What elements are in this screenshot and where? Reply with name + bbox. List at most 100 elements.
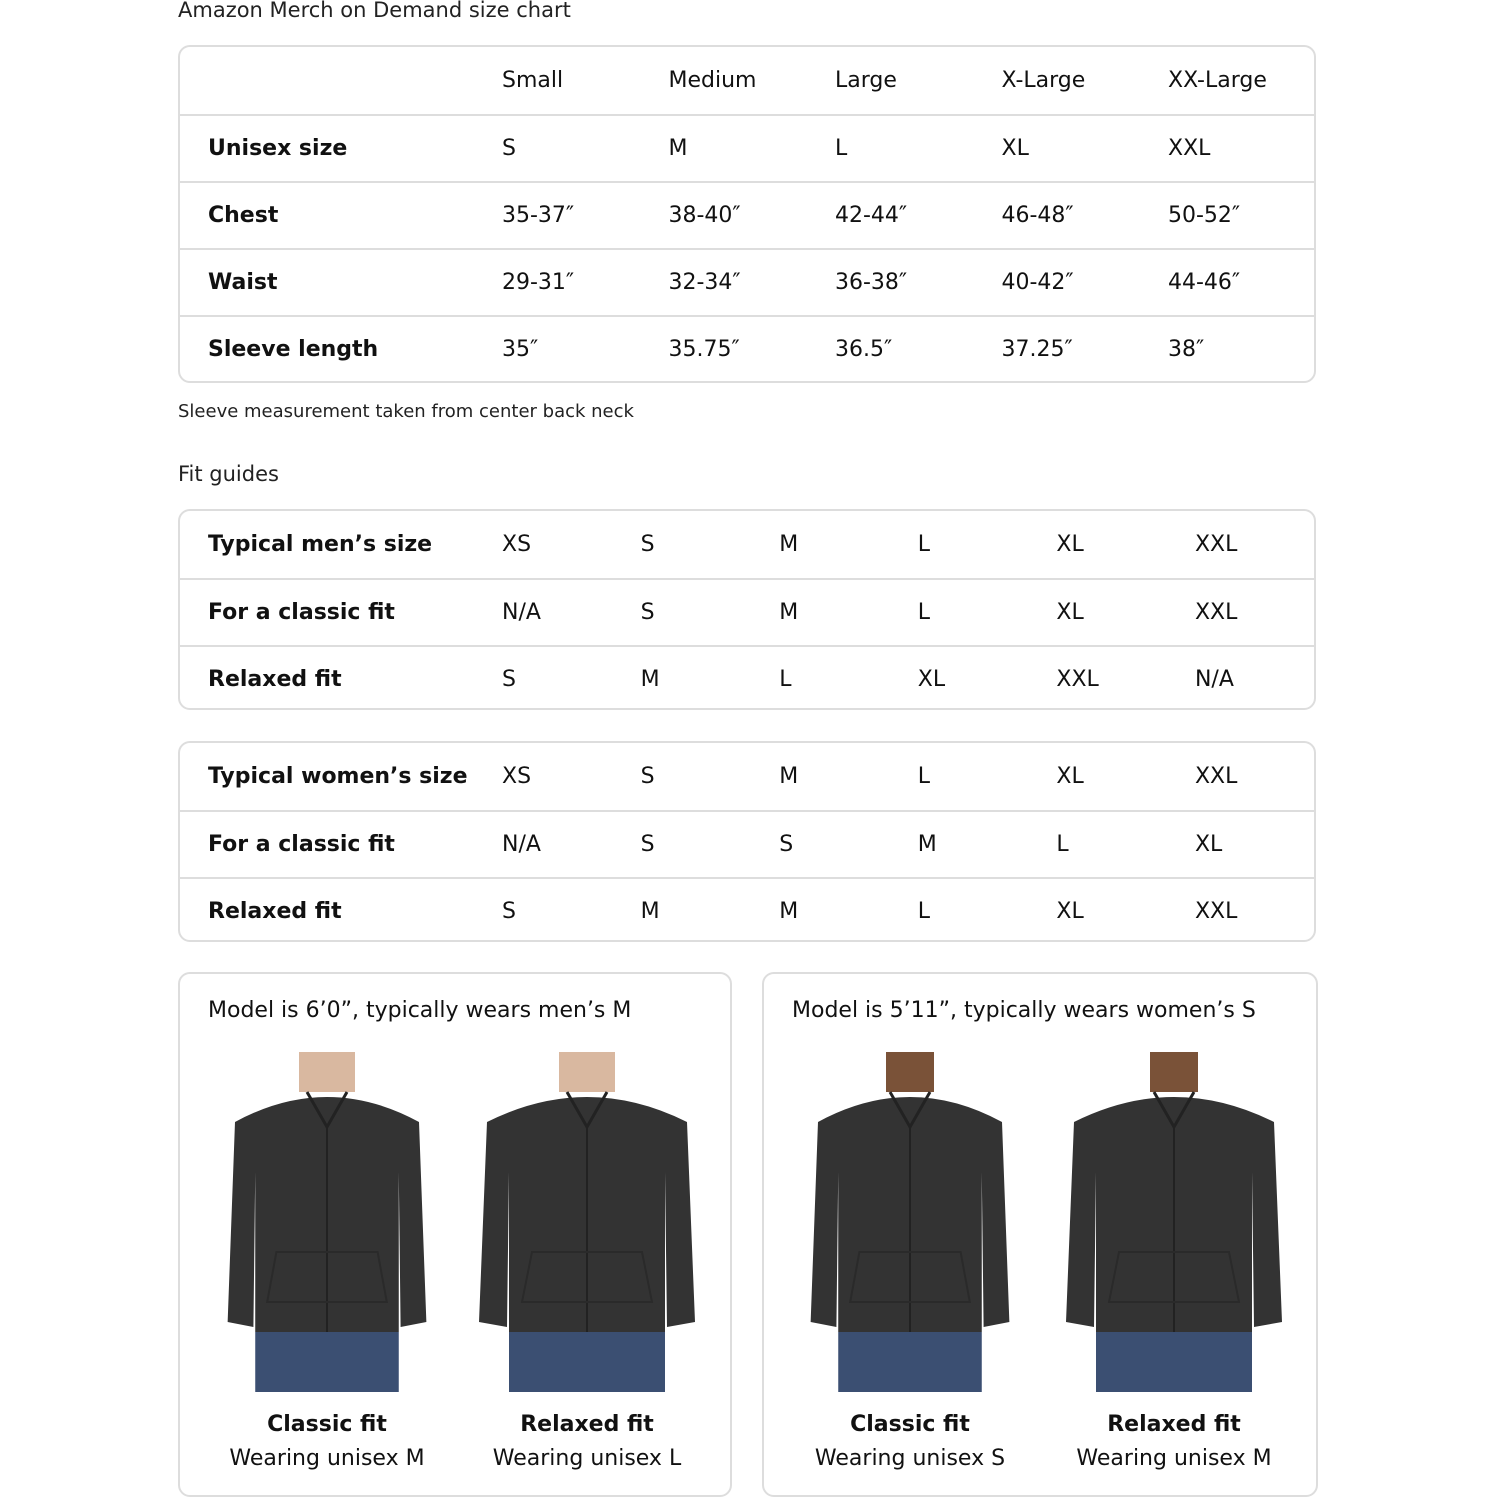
column-header: Medium [668, 68, 757, 93]
table-cell: XXL [1194, 600, 1238, 625]
column-header: X-Large [1001, 68, 1086, 93]
row-label: Typical women’s size [208, 764, 468, 789]
table-cell: XXL [1056, 667, 1099, 692]
table-cell: 38″ [1168, 337, 1205, 362]
table-row: Typical men’s size XS S M L XL XXL [180, 511, 1314, 578]
wearing-label: Wearing unisex M [1076, 1446, 1272, 1471]
photo-caption: Relaxed fit Wearing unisex L [447, 1412, 727, 1471]
table-cell: M [779, 899, 799, 924]
size-chart-title: Amazon Merch on Demand size chart [178, 0, 571, 22]
table-cell: M [779, 764, 799, 789]
table-row: Chest 35-37″ 38-40″ 42-44″ 46-48″ 50-52″ [180, 181, 1314, 248]
table-cell: 46-48″ [1001, 203, 1074, 228]
table-cell: XL [1056, 600, 1084, 625]
wearing-label: Wearing unisex S [814, 1446, 1006, 1471]
table-cell: XXL [1194, 532, 1238, 557]
table-cell: M [779, 600, 799, 625]
fit-label: Classic fit [850, 1412, 970, 1437]
mens-fit-table: Typical men’s size XS S M L XL XXL For a classi… [178, 509, 1316, 710]
table-cell: N/A [502, 832, 541, 857]
column-header: Small [502, 68, 564, 93]
row-label: Sleeve length [208, 337, 379, 362]
table-cell: L [917, 764, 931, 789]
size-chart-table: Small Medium Large X-Large XX-Large Unisex si… [178, 45, 1316, 383]
table-cell: L [779, 667, 792, 692]
table-cell: 42-44″ [835, 203, 908, 228]
table-cell: L [917, 532, 931, 557]
model-description: Model is 5’11”, typically wears women’s … [792, 998, 1256, 1023]
wearing-label: Wearing unisex M [229, 1446, 425, 1471]
table-cell: XL [1056, 899, 1084, 924]
photo-caption: Classic fit Wearing unisex S [770, 1412, 1050, 1471]
table-cell: L [917, 899, 931, 924]
table-cell: 50-52″ [1168, 203, 1241, 228]
table-cell: 35″ [502, 337, 539, 362]
table-cell: XL [917, 667, 946, 692]
table-row: Unisex size S M L XL XXL [180, 114, 1314, 181]
table-cell: 35-37″ [502, 203, 575, 228]
table-cell: S [640, 764, 655, 789]
table-cell: S [779, 832, 794, 857]
model-photo [479, 1052, 695, 1392]
table-cell: N/A [1194, 667, 1234, 692]
table-cell: 37.25″ [1001, 337, 1073, 362]
table-row: Relaxed fit S M L XL XXL N/A [180, 645, 1314, 708]
table-cell: S [640, 600, 655, 625]
table-cell: XXL [1168, 136, 1211, 161]
table-cell: XXL [1194, 764, 1238, 789]
table-cell: L [1056, 832, 1069, 857]
table-cell: M [668, 136, 688, 161]
table-cell: XS [502, 764, 532, 789]
model-photo [810, 1052, 1010, 1392]
table-row: Typical women’s size XS S M L XL XXL [180, 743, 1314, 810]
table-cell: 40-42″ [1001, 270, 1074, 295]
table-cell: 29-31″ [502, 270, 575, 295]
mens-model-card: Model is 6’0”, typically wears men’s M C… [178, 972, 732, 1497]
table-cell: N/A [502, 600, 541, 625]
table-cell: 44-46″ [1168, 270, 1241, 295]
table-cell: 35.75″ [668, 337, 740, 362]
table-cell: S [502, 136, 516, 161]
row-label: For a classic fit [208, 832, 395, 857]
table-cell: S [640, 832, 655, 857]
fit-label: Classic fit [267, 1412, 387, 1437]
row-label: For a classic fit [208, 600, 395, 625]
model-photo [790, 1052, 1030, 1392]
fit-label: Relaxed fit [520, 1412, 654, 1437]
row-label: Relaxed fit [208, 899, 342, 924]
table-cell: 32-34″ [668, 270, 741, 295]
row-label: Relaxed fit [208, 667, 342, 692]
fit-label: Relaxed fit [1107, 1412, 1241, 1437]
table-cell: M [640, 667, 660, 692]
table-cell: L [917, 600, 931, 625]
model-photo [1054, 1052, 1294, 1392]
table-cell: XXL [1194, 899, 1238, 924]
photo-caption: Classic fit Wearing unisex M [187, 1412, 467, 1471]
table-cell: 36-38″ [835, 270, 908, 295]
column-header: Large [835, 68, 897, 93]
womens-model-card: Model is 5’11”, typically wears women’s … [762, 972, 1318, 1497]
wearing-label: Wearing unisex L [492, 1446, 682, 1471]
model-photo [207, 1052, 447, 1392]
table-cell: S [640, 532, 655, 557]
table-cell: XL [1056, 532, 1084, 557]
model-photo [1066, 1052, 1282, 1392]
sleeve-note: Sleeve measurement taken from center bac… [178, 401, 634, 422]
table-row: Sleeve length 35″ 35.75″ 36.5″ 37.25″ 38″ [180, 315, 1314, 381]
table-row: For a classic fit N/A S M L XL XXL [180, 578, 1314, 645]
table-cell: M [779, 532, 799, 557]
table-cell: XS [502, 532, 532, 557]
row-label: Waist [208, 270, 278, 295]
table-row: For a classic fit N/A S S M L XL [180, 810, 1314, 877]
table-cell: XL [1001, 136, 1029, 161]
table-row: Waist 29-31″ 32-34″ 36-38″ 40-42″ 44-46″ [180, 248, 1314, 315]
table-cell: M [640, 899, 660, 924]
table-cell: 38-40″ [668, 203, 741, 228]
table-cell: XL [1194, 832, 1223, 857]
model-photo [227, 1052, 427, 1392]
row-label: Typical men’s size [208, 532, 433, 557]
model-description: Model is 6’0”, typically wears men’s M [208, 998, 632, 1023]
table-cell: L [835, 136, 848, 161]
table-row: Relaxed fit S M M L XL XXL [180, 877, 1314, 940]
fit-guides-title: Fit guides [178, 462, 279, 486]
